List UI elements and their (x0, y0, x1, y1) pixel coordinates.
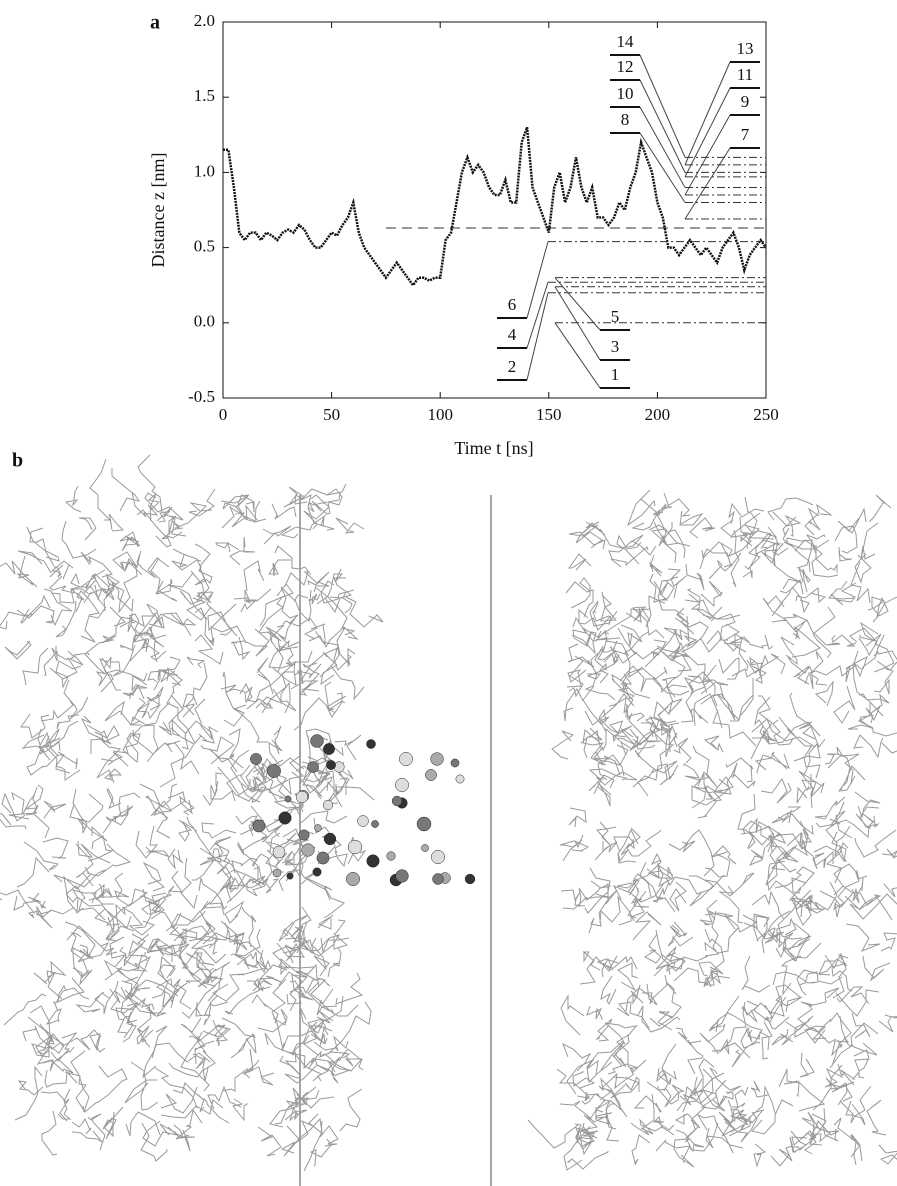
leader-line (554, 277, 601, 331)
y-tick-label: 0.0 (194, 312, 215, 331)
atom (386, 851, 396, 861)
panel-label: a (150, 12, 160, 34)
atom (416, 816, 432, 832)
x-tick-label: 200 (645, 405, 671, 424)
level-label: 6 (508, 295, 517, 314)
y-tick-label: 1.5 (194, 86, 215, 105)
atom (347, 839, 363, 855)
level-label: 3 (611, 337, 620, 356)
atom (346, 872, 360, 886)
atom (431, 850, 445, 864)
level-label: 9 (741, 92, 750, 111)
atom (284, 795, 292, 803)
leader-line (684, 114, 731, 196)
leader-line (526, 241, 549, 319)
molecular-structure (0, 454, 897, 1186)
leader-line (554, 286, 601, 361)
atom (301, 843, 315, 857)
leader-line (554, 322, 601, 389)
leader-line (684, 61, 731, 166)
atom (250, 753, 262, 765)
level-label: 14 (617, 32, 635, 51)
x-tick-label: 0 (219, 405, 228, 424)
level-label: 10 (617, 84, 634, 103)
x-tick-label: 250 (753, 405, 779, 424)
atom (357, 815, 369, 827)
atom (278, 811, 292, 825)
x-tick-label: 50 (323, 405, 340, 424)
atom (310, 734, 324, 748)
leader-line (639, 54, 686, 158)
atom (395, 778, 409, 792)
leader-line (639, 79, 686, 173)
atom (371, 820, 379, 828)
atom (323, 743, 335, 755)
atom (395, 869, 409, 883)
panel-label: b (12, 450, 23, 472)
leader-line (639, 106, 686, 188)
level-label: 8 (621, 110, 630, 129)
atom (366, 739, 376, 749)
level-label: 5 (611, 307, 620, 326)
atom (430, 752, 444, 766)
y-tick-label: 1.0 (194, 161, 215, 180)
atom (312, 867, 322, 877)
leader-line (684, 87, 731, 178)
atom (272, 845, 286, 859)
atom (286, 872, 294, 880)
atom (295, 790, 309, 804)
plot-frame (222, 21, 767, 399)
atom (322, 799, 334, 811)
atom (314, 824, 322, 832)
atom (421, 844, 429, 852)
atom (326, 760, 336, 770)
leader-line (639, 132, 686, 203)
lipid-wireframe (527, 489, 897, 1171)
atom (316, 851, 330, 865)
level-label: 12 (617, 57, 634, 76)
atom (267, 764, 281, 778)
level-label: 11 (737, 65, 753, 84)
atom (432, 873, 444, 885)
level-label: 13 (737, 39, 754, 58)
level-label: 2 (508, 357, 517, 376)
y-axis-title: Distance z [nm] (148, 153, 168, 268)
atom (366, 854, 380, 868)
x-axis-title: Time t [ns] (454, 438, 533, 458)
atom (464, 873, 476, 885)
atom (307, 761, 319, 773)
leader-line (526, 292, 549, 381)
atom (391, 795, 403, 807)
leader-line (526, 282, 549, 349)
atom (323, 832, 337, 846)
x-tick-label: 150 (536, 405, 562, 424)
y-tick-label: -0.5 (188, 387, 215, 406)
atom (455, 774, 465, 784)
y-tick-label: 2.0 (194, 11, 215, 30)
atom (252, 819, 266, 833)
atom (298, 829, 310, 841)
atom (399, 752, 413, 766)
level-label: 4 (508, 325, 517, 344)
level-label: 1 (611, 365, 620, 384)
atom (272, 868, 282, 878)
y-tick-label: 0.5 (194, 237, 215, 256)
leader-line (684, 147, 731, 220)
atom (450, 758, 460, 768)
data-line (223, 126, 768, 288)
atom (425, 769, 437, 781)
lipid-wireframe (0, 454, 384, 1172)
level-label: 7 (741, 125, 750, 144)
x-tick-label: 100 (427, 405, 453, 424)
